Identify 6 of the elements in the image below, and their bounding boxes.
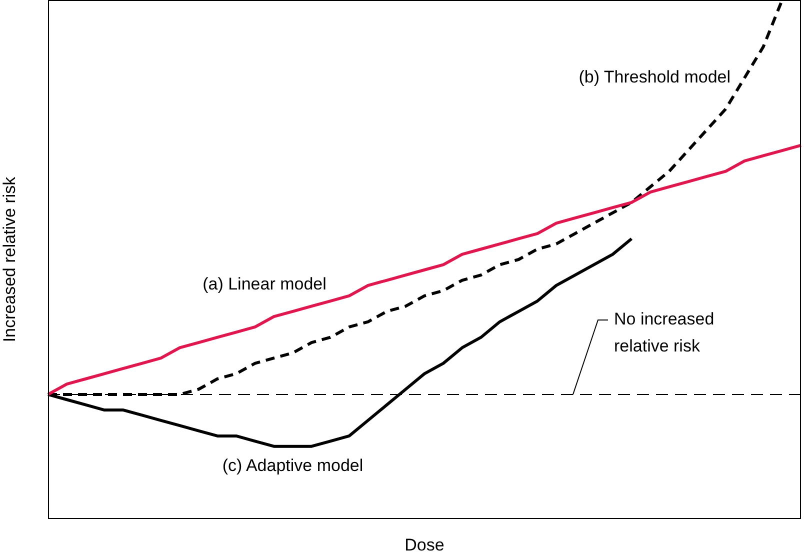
series-label: (a) Linear model: [202, 274, 326, 294]
series-label: (b) Threshold model: [578, 68, 731, 87]
ref-line-label: No increased relative risk: [614, 310, 714, 356]
x-axis-title: Dose: [404, 535, 444, 554]
y-axis-title: Increased relative risk: [0, 176, 19, 342]
series-label: (c) Adaptive model: [222, 456, 364, 476]
